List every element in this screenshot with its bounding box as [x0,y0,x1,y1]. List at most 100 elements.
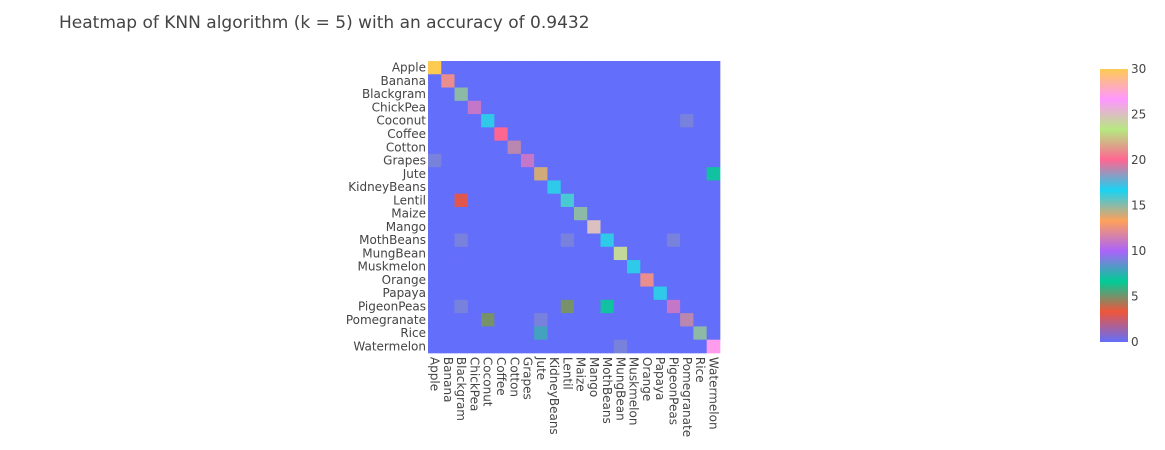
heatmap-cell [600,127,615,142]
heatmap-cell [454,326,469,341]
heatmap-cell [666,153,681,168]
heatmap-cell [547,100,562,115]
heatmap-cell [706,273,721,287]
heatmap-cell [573,299,588,314]
heatmap-cell [560,74,575,88]
heatmap-cell [680,127,694,142]
heatmap-cell [507,87,522,102]
heatmap-cell [507,286,522,301]
heatmap-cell [454,246,469,261]
heatmap-cell [507,61,522,75]
heatmap-cell [560,313,575,327]
heatmap-cell [534,286,548,301]
heatmap-cell [600,114,615,128]
heatmap-cell [613,220,628,234]
heatmap-cell [494,260,509,274]
heatmap-cell [494,167,509,181]
heatmap-cell [560,114,575,128]
heatmap-cell [680,153,694,168]
heatmap-cell [680,273,694,287]
heatmap-cell [600,233,615,248]
heatmap-cell [693,193,708,208]
heatmap-cell [454,153,469,168]
heatmap-cell [560,326,575,341]
heatmap-cell [547,260,562,274]
heatmap-cell [494,140,509,155]
heatmap-cell [481,180,495,195]
heatmap-cell [507,100,522,115]
heatmap-cell [640,193,654,208]
heatmap-cell [613,193,628,208]
heatmap-cell [627,61,641,75]
heatmap-cell [428,326,442,341]
heatmap-cell [428,313,442,327]
heatmap-cell [520,153,535,168]
heatmap-cell [613,233,628,248]
heatmap-cell [520,87,535,102]
heatmap-cell [534,167,548,181]
heatmap-cell [627,326,641,341]
heatmap-cell [573,326,588,341]
heatmap-cell [547,326,562,341]
x-tick-label: Lentil [560,357,574,390]
x-tick-label: Blackgram [454,357,468,421]
heatmap-cell [547,220,562,234]
heatmap-cell [573,153,588,168]
heatmap-cell [680,326,694,341]
heatmap-cell [706,206,721,221]
heatmap-cell [454,140,469,155]
heatmap-cell [441,246,455,261]
heatmap-cell [587,61,601,75]
heatmap-cell [481,260,495,274]
heatmap-cell [467,220,482,234]
heatmap-cell [441,193,455,208]
heatmap-cell [547,246,562,261]
heatmap-cell [520,220,535,234]
x-tick-label: KidneyBeans [547,357,561,435]
heatmap-cell [560,87,575,102]
heatmap-cell [560,61,575,75]
heatmap-cell [467,180,482,195]
heatmap-cell [441,286,455,301]
x-tick-label: Mango [587,357,601,397]
y-tick-label: Banana [380,74,426,88]
heatmap-cell [627,286,641,301]
heatmap-cell [494,127,509,142]
heatmap-cell [534,233,548,248]
heatmap-cell [441,61,455,75]
heatmap-cell [627,180,641,195]
heatmap-cell [640,326,654,341]
heatmap-cell [666,100,681,115]
heatmap-cell [653,153,668,168]
heatmap-cell [507,326,522,341]
heatmap-cell [428,246,442,261]
heatmap-cell [560,100,575,115]
heatmap-cell [481,100,495,115]
y-tick-label: Grapes [383,154,426,168]
heatmap-cell [680,220,694,234]
heatmap-cell [600,193,615,208]
heatmap-cell [534,326,548,341]
heatmap-cell [613,339,628,354]
heatmap-cell [627,100,641,115]
y-tick-label: Coffee [387,127,426,141]
y-axis-labels: AppleBananaBlackgramChickPeaCoconutCoffe… [346,61,426,354]
heatmap-cell [680,61,694,75]
y-tick-label: Pomegranate [346,313,426,327]
heatmap-cell [627,127,641,142]
heatmap-cell [494,74,509,88]
heatmap-cell [428,114,442,128]
y-tick-label: Maize [391,207,426,221]
heatmap-cell [534,61,548,75]
heatmap-cell [520,299,535,314]
heatmap-cell [534,114,548,128]
heatmap-cell [706,246,721,261]
heatmap-cell [706,326,721,341]
heatmap-cell [560,127,575,142]
heatmap-cell [560,339,575,354]
heatmap-cell [666,246,681,261]
x-tick-label: Watermelon [706,357,720,430]
heatmap-cell [587,246,601,261]
heatmap-cell [640,100,654,115]
heatmap-cell [653,114,668,128]
